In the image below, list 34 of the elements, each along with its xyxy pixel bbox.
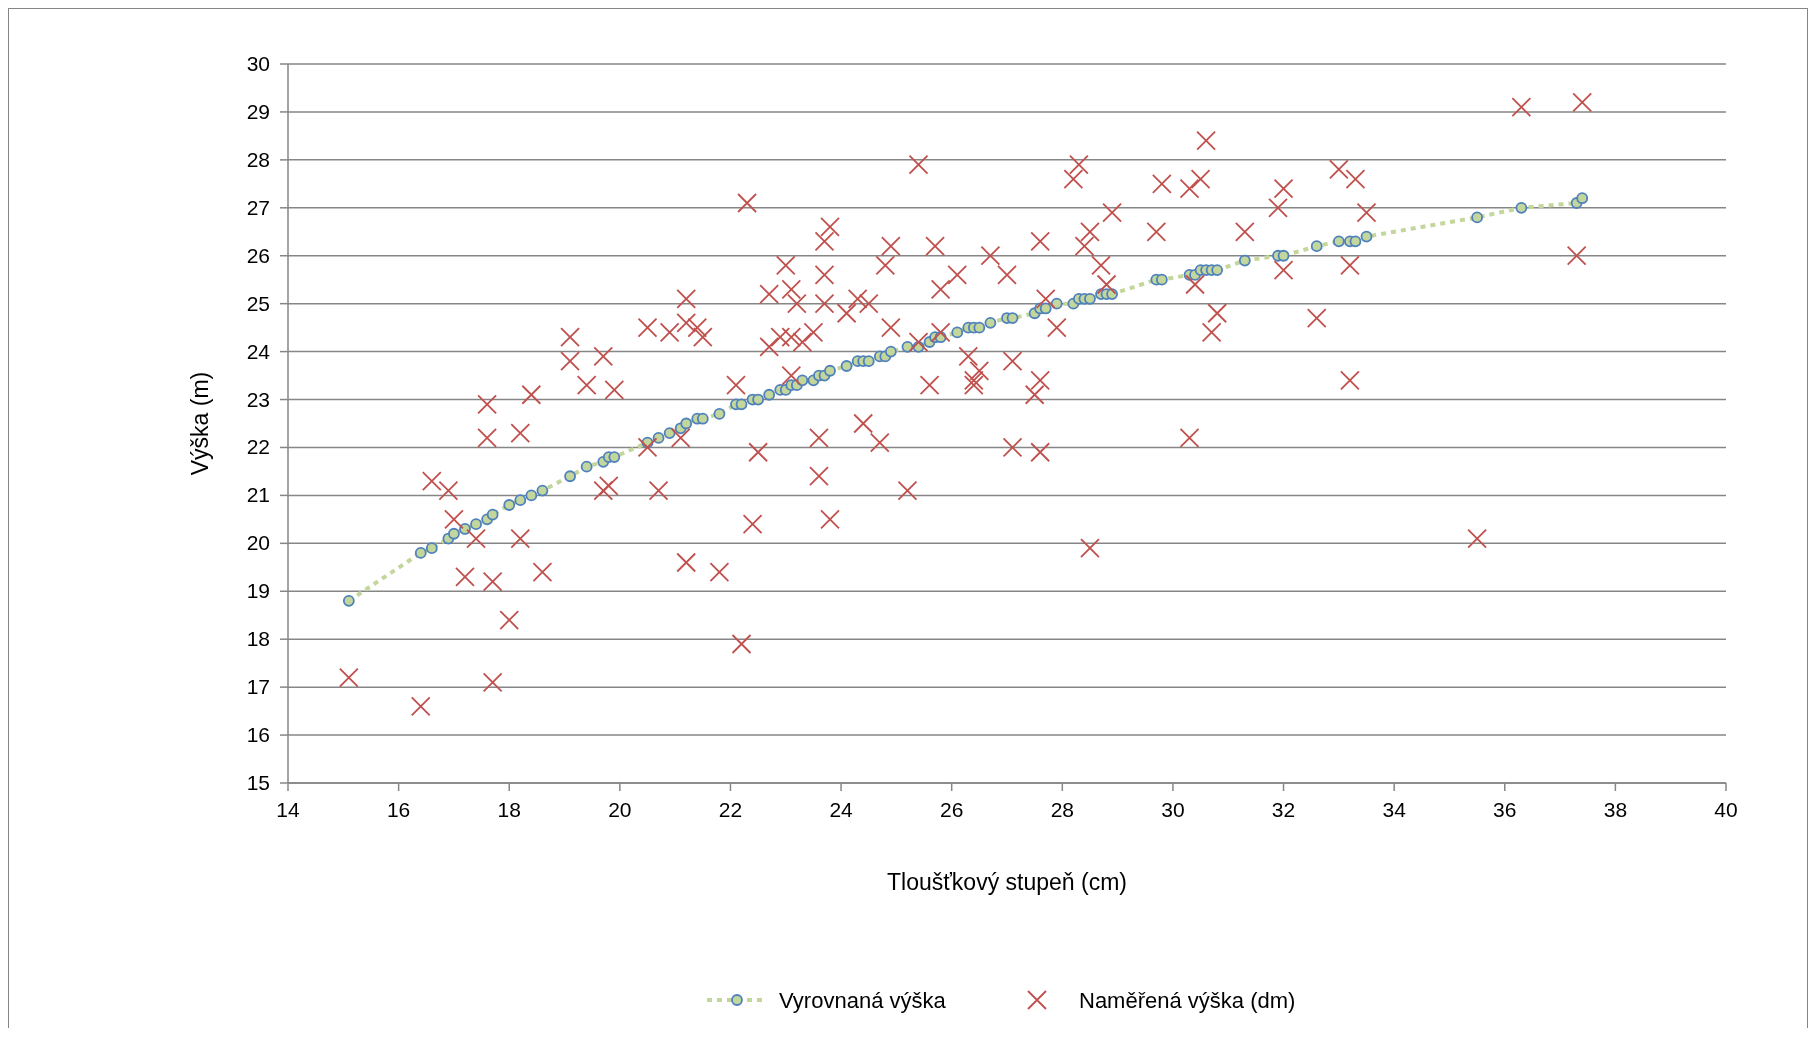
x-tick-label: 30 <box>1161 798 1185 821</box>
x-tick-label: 24 <box>829 798 854 821</box>
x-tick-label: 36 <box>1493 798 1517 821</box>
legend-label: Vyrovnaná výška <box>779 988 947 1013</box>
y-tick-label: 28 <box>246 147 270 171</box>
x-tick-label: 20 <box>608 798 632 821</box>
x-tick-label: 18 <box>497 798 521 821</box>
x-tick-label: 26 <box>940 798 964 821</box>
x-tick-label: 22 <box>718 798 743 821</box>
y-tick-label: 17 <box>246 675 270 699</box>
x-tick-label: 40 <box>1714 798 1738 821</box>
x-tick-label: 14 <box>276 798 300 821</box>
y-tick-label: 26 <box>246 243 270 267</box>
y-tick-label: 30 <box>246 52 270 75</box>
y-tick-label: 15 <box>246 771 270 794</box>
y-tick-label: 19 <box>246 579 270 603</box>
legend-label: Naměřená výška (dm) <box>1079 988 1296 1013</box>
y-tick-label: 27 <box>246 195 270 219</box>
x-axis-title: Tloušťkový stupeň (cm) <box>887 869 1127 895</box>
y-tick-label: 22 <box>246 435 270 459</box>
y-tick-label: 29 <box>246 99 270 123</box>
x-tick-label: 28 <box>1050 798 1074 821</box>
y-tick-label: 21 <box>246 483 270 507</box>
y-tick-label: 16 <box>246 723 270 747</box>
y-tick-label: 24 <box>246 339 271 363</box>
x-tick-label: 32 <box>1271 798 1296 821</box>
x-tick-label: 34 <box>1382 798 1407 821</box>
y-tick-label: 25 <box>246 291 270 315</box>
x-tick-label: 38 <box>1603 798 1628 821</box>
y-axis-title: Výška (m) <box>187 371 213 476</box>
y-tick-label: 18 <box>246 627 270 651</box>
y-tick-label: 23 <box>246 387 270 411</box>
x-tick-label: 16 <box>386 798 411 821</box>
y-tick-label: 20 <box>246 531 270 555</box>
